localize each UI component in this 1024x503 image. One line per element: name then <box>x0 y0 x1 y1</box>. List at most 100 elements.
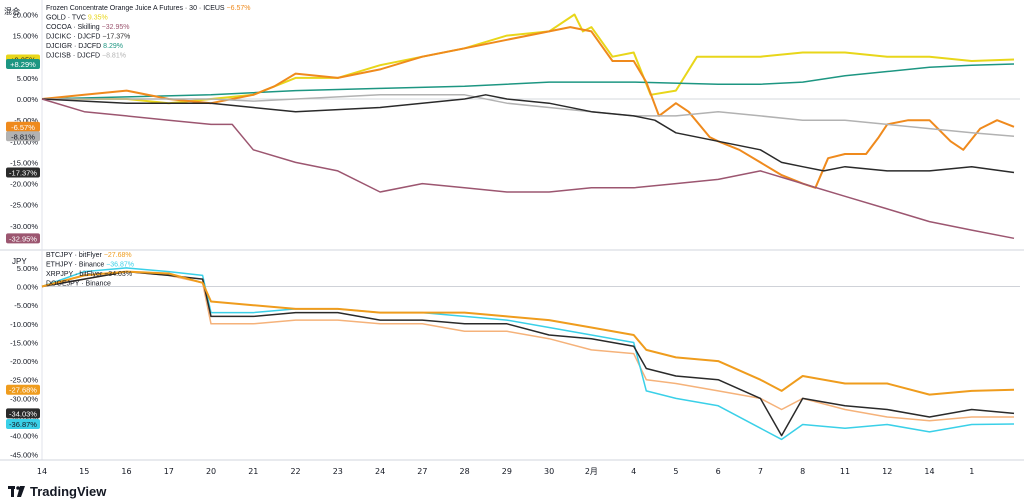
last-value-label: +8.29% <box>10 60 36 69</box>
legend-series-name: DJCIKC · DJCFD <box>46 34 102 41</box>
legend-entry[interactable]: DOGEJPY · Binance <box>46 281 111 288</box>
last-value-badge-bg <box>6 418 40 429</box>
brand-name: TradingView <box>30 484 107 499</box>
last-value-label: -17.37% <box>9 168 37 177</box>
x-tick-label: 20 <box>206 467 216 476</box>
x-tick-label: 27 <box>417 467 427 476</box>
x-tick-label: 4 <box>631 467 636 476</box>
legend-series-name: DJCISB · DJCFD <box>46 53 102 60</box>
x-tick-label: 30 <box>544 467 554 476</box>
y-tick-label: -20.00% <box>10 357 38 366</box>
series-line <box>41 94 1015 174</box>
y-tick-label: -10.00% <box>10 320 38 329</box>
x-tick-label: 17 <box>164 467 174 476</box>
y-tick-label: -15.00% <box>10 338 38 347</box>
y-tick-label: -20.00% <box>10 180 38 189</box>
y-tick-label: 15.00% <box>13 32 39 41</box>
x-tick-label: 14 <box>37 467 47 476</box>
y-tick-label: -45.00% <box>10 450 38 459</box>
y-tick-label: -5.00% <box>14 301 38 310</box>
x-tick-label: 14 <box>924 467 934 476</box>
legend-series-name: GOLD · TVC <box>46 15 88 22</box>
x-tick-label: 6 <box>716 467 721 476</box>
x-tick-label: 1 <box>969 467 974 476</box>
legend-series-name: ETHJPY · Binance <box>46 262 106 269</box>
last-value-label: -32.95% <box>9 234 37 243</box>
series-line <box>41 63 1015 100</box>
y-tick-label: 0.00% <box>17 283 39 292</box>
legend-entry[interactable]: GOLD · TVC 9.35% <box>46 15 108 22</box>
tradingview-brand[interactable]: TradingView <box>8 484 106 499</box>
last-value-badge-bg <box>6 121 40 132</box>
y-tick-label: -25.00% <box>10 201 38 210</box>
last-value-badge-bg <box>6 131 40 142</box>
last-value-label: -34.03% <box>9 409 37 418</box>
last-value-label: -27.68% <box>9 386 37 395</box>
legend-entry[interactable]: DJCIGR · DJCFD 8.29% <box>46 43 123 50</box>
series-line <box>41 270 1015 437</box>
series-line <box>41 270 1015 396</box>
x-tick-label: 7 <box>758 467 763 476</box>
y-tick-label: -25.00% <box>10 376 38 385</box>
x-tick-label: 23 <box>333 467 343 476</box>
series-line <box>41 270 1014 422</box>
legend-entry[interactable]: XRPJPY · bitFlyer −34.03% <box>46 271 132 278</box>
legend-series-name: DOGEJPY · Binance <box>46 281 111 288</box>
x-tick-label: 16 <box>121 467 131 476</box>
tradingview-logo-icon <box>8 485 25 497</box>
legend-series-value: 8.29% <box>103 43 123 50</box>
x-tick-label: 2月 <box>585 467 598 476</box>
legend-entry[interactable]: DJCISB · DJCFD −8.81% <box>46 53 126 60</box>
pane-tag: JPY <box>12 257 27 266</box>
x-tick-label: 8 <box>800 467 805 476</box>
legend-series-name: COCOA · Skilling <box>46 24 102 31</box>
legend-series-value: −17.37% <box>102 34 130 41</box>
series-line <box>41 98 1015 240</box>
last-value-badge: -34.03% <box>6 408 40 419</box>
y-tick-label: -30.00% <box>10 394 38 403</box>
last-value-badge: -8.81% <box>6 131 40 142</box>
last-value-label: -6.57% <box>11 123 35 132</box>
x-tick-label: 24 <box>375 467 385 476</box>
last-value-badge-bg <box>6 167 40 178</box>
legend-series-value: −34.03% <box>104 271 132 278</box>
x-tick-label: 15 <box>79 467 89 476</box>
legend-series-name: DJCIGR · DJCFD <box>46 43 103 50</box>
legend-entry[interactable]: Frozen Concentrate Orange Juice A Future… <box>46 5 250 12</box>
legend-entry[interactable]: DJCIKC · DJCFD −17.37% <box>46 34 130 41</box>
last-value-label: -36.87% <box>9 420 37 429</box>
last-value-badge-bg <box>6 233 40 244</box>
y-tick-label: -30.00% <box>10 222 38 231</box>
x-tick-label: 5 <box>673 467 678 476</box>
y-tick-label: -10.00% <box>10 137 38 146</box>
last-value-badge: -32.95% <box>6 233 40 244</box>
legend-entry[interactable]: COCOA · Skilling −32.95% <box>46 24 129 31</box>
y-tick-label: 0.00% <box>17 95 39 104</box>
last-value-badge-bg <box>6 384 40 395</box>
x-tick-label: 12 <box>882 467 892 476</box>
legend-series-value: −6.57% <box>227 5 251 12</box>
legend-series-value: −8.81% <box>102 53 126 60</box>
y-tick-label: 5.00% <box>17 74 39 83</box>
last-value-badge: -17.37% <box>6 167 40 178</box>
last-value-badge: +8.29% <box>6 58 40 69</box>
legend-entry[interactable]: BTCJPY · bitFlyer −27.68% <box>46 252 132 259</box>
pane-tag: 混合 <box>4 6 20 16</box>
last-value-badge-bg <box>6 58 40 69</box>
last-value-label: -8.81% <box>11 132 35 141</box>
legend-series-name: BTCJPY · bitFlyer <box>46 252 104 259</box>
y-tick-label: -5.00% <box>14 116 38 125</box>
y-tick-label: 20.00% <box>13 10 39 19</box>
y-tick-label: -40.00% <box>10 432 38 441</box>
x-tick-label: 28 <box>460 467 470 476</box>
last-value-badge: -6.57% <box>6 121 40 132</box>
series-line <box>41 26 1015 189</box>
x-tick-label: 21 <box>248 467 258 476</box>
last-value-badge: -36.87% <box>6 418 40 429</box>
legend-entry[interactable]: ETHJPY · Binance −36.87% <box>46 262 134 269</box>
legend-series-name: XRPJPY · bitFlyer <box>46 271 104 278</box>
legend-series-value: 9.35% <box>88 15 108 22</box>
x-tick-label: 11 <box>840 467 850 476</box>
